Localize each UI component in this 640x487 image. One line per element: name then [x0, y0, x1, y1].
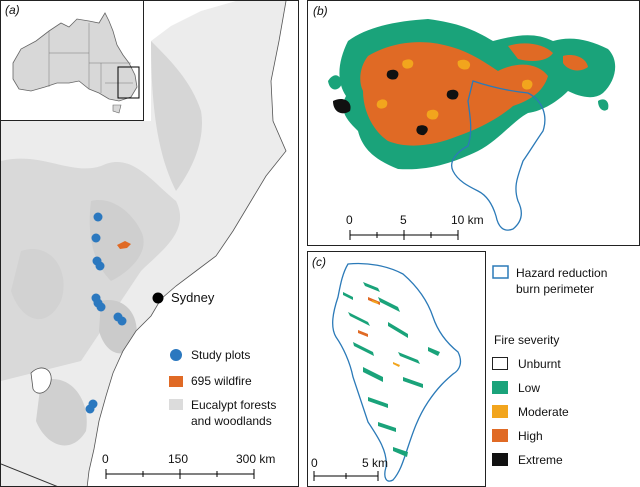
legend-forest-symbol	[169, 399, 183, 410]
legend-study-plot-symbol	[170, 349, 182, 361]
coastline	[86, 1, 287, 486]
fire-severity-extreme	[333, 69, 459, 136]
legend-perimeter-label-1: Hazard reduction	[516, 266, 608, 280]
legend-perimeter-symbol	[492, 265, 509, 279]
panel-c-map: (c) 0 5 km	[307, 251, 486, 487]
inset-study-area-box	[117, 66, 140, 99]
sydney-marker	[152, 292, 164, 304]
study-plot	[91, 233, 101, 243]
sydney-label: Sydney	[171, 290, 215, 305]
fire-severity-low-c	[343, 282, 440, 457]
study-plots	[85, 212, 127, 414]
legend-wildfire-label: 695 wildfire	[191, 374, 252, 388]
legend-low-swatch	[492, 381, 508, 394]
legend-high-swatch	[492, 429, 508, 442]
inset-australia	[1, 1, 144, 121]
legend-extreme-label: Extreme	[518, 453, 563, 467]
panel-a-svg	[1, 1, 298, 486]
legend-moderate-label: Moderate	[518, 405, 569, 419]
legend-unburnt-swatch	[492, 357, 508, 370]
study-plot	[117, 316, 127, 326]
panel-c-svg	[313, 262, 462, 482]
australia-outline	[12, 12, 140, 114]
burn-perimeter-c	[332, 262, 462, 482]
fire-severity-moderate-c	[372, 300, 400, 367]
scale-a-tick-150: 150	[168, 452, 189, 466]
study-plot	[85, 404, 95, 414]
panel-a-map: (a) Sydney Study plots 695 wildfire Euca…	[0, 0, 299, 487]
legend-forest-label-2: and woodlands	[191, 414, 272, 428]
legend-study-plots-label: Study plots	[191, 348, 251, 362]
scale-c-tick-5: 5 km	[362, 456, 389, 470]
scale-c-tick-0: 0	[311, 456, 318, 470]
scale-bar-c	[313, 471, 379, 481]
panel-c-label: (c)	[312, 255, 326, 269]
scale-b-tick-0: 0	[346, 213, 353, 227]
wildfire-695	[117, 241, 131, 249]
scale-b-tick-10: 10 km	[451, 213, 484, 227]
legend-severity-title: Fire severity	[494, 333, 560, 347]
study-plot	[93, 212, 103, 222]
legend-wildfire-symbol	[169, 376, 183, 387]
legend-high-label: High	[518, 429, 543, 443]
legend-unburnt-label: Unburnt	[518, 357, 561, 371]
ocean-north	[271, 1, 298, 151]
legend-moderate-swatch	[492, 405, 508, 418]
burn-perimeter-b	[451, 80, 546, 231]
state-border	[1, 463, 58, 486]
legend-low-label: Low	[518, 381, 541, 395]
fire-severity-moderate	[376, 59, 533, 120]
panel-b-map: (b) 0 5 10 km	[307, 0, 640, 246]
legend-extreme-swatch	[492, 453, 508, 466]
legend-forest-label-1: Eucalypt forests	[191, 398, 277, 412]
study-plot	[96, 302, 106, 312]
scale-b-tick-5: 5	[400, 213, 407, 227]
panel-b-label: (b)	[313, 4, 328, 18]
severity-legend: Hazard reduction burn perimeter Fire sev…	[490, 255, 640, 487]
scale-bar-a	[105, 469, 255, 479]
legend-perimeter-label-2: burn perimeter	[516, 282, 595, 296]
panel-b-svg	[328, 19, 616, 240]
scale-a-tick-0: 0	[102, 452, 109, 466]
ocean-area	[87, 125, 298, 486]
study-plot	[95, 261, 105, 271]
scale-a-tick-300: 300 km	[236, 452, 276, 466]
panel-a-label: (a)	[5, 3, 20, 17]
scale-bar-b	[349, 230, 459, 240]
lake	[30, 367, 52, 394]
